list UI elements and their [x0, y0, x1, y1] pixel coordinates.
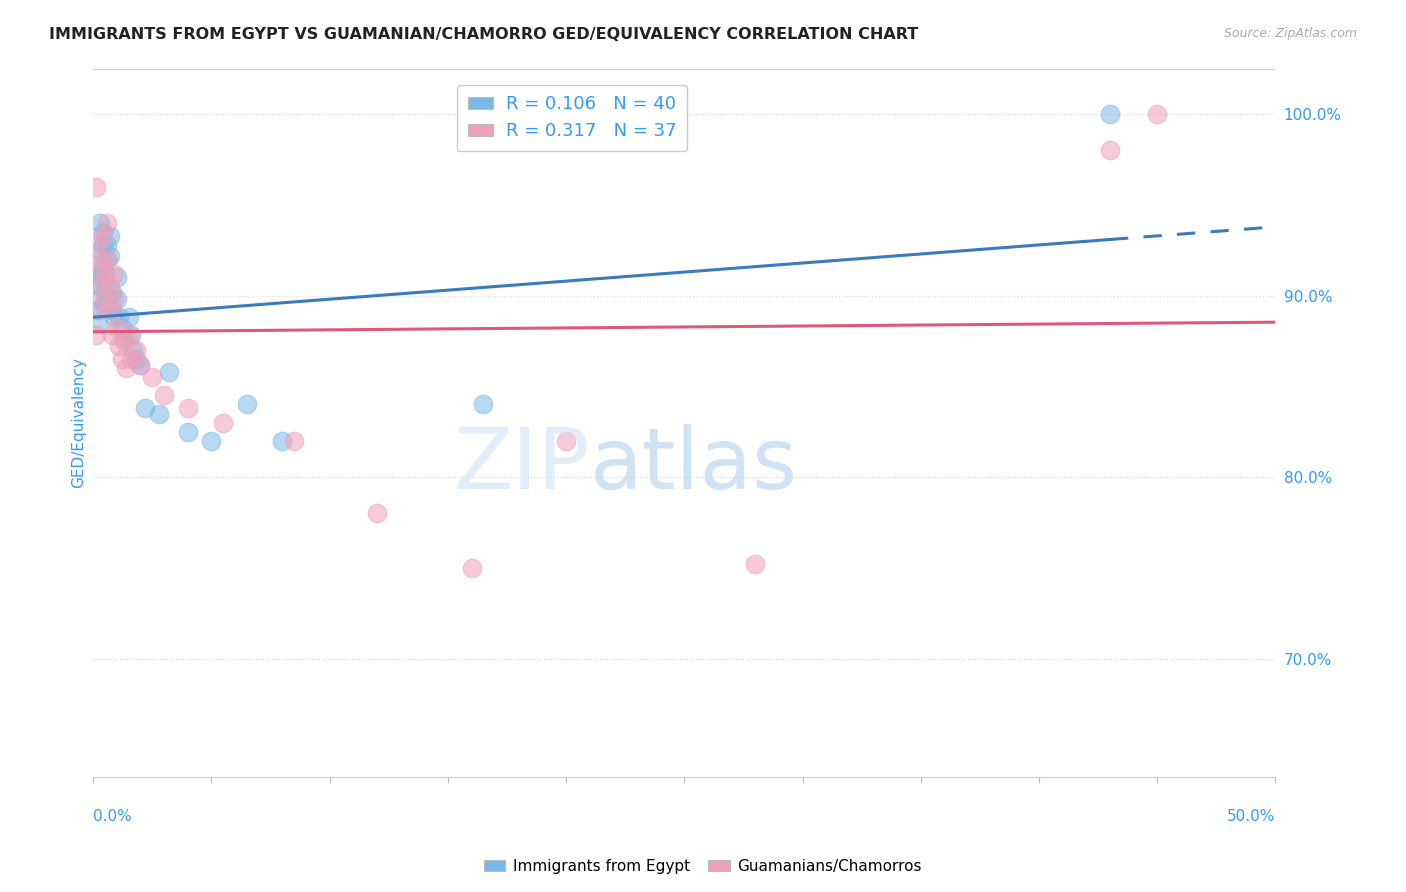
Point [366, 507, 388, 521]
Point [87, 303, 110, 318]
Legend: Immigrants from Egypt, Guamanians/Chamorros: Immigrants from Egypt, Guamanians/Chamor… [478, 853, 928, 880]
Point [108, 339, 131, 353]
Point [89, 270, 111, 285]
Point [122, 343, 145, 357]
Point [120, 328, 142, 343]
Legend: R = 0.106   N = 40, R = 0.317   N = 37: R = 0.106 N = 40, R = 0.317 N = 37 [457, 85, 688, 152]
Point [1098, 107, 1121, 121]
Point [98, 279, 121, 293]
Point [87, 292, 110, 306]
Point [96, 216, 118, 230]
Point [94, 270, 117, 285]
Point [84, 328, 107, 343]
Text: 0.0%: 0.0% [93, 809, 132, 824]
Point [177, 425, 200, 439]
Point [89, 216, 111, 230]
Point [91, 261, 114, 276]
Point [283, 434, 305, 448]
Point [744, 558, 766, 572]
Point [103, 310, 125, 325]
Point [98, 228, 121, 243]
Point [84, 179, 107, 194]
Point [212, 416, 235, 430]
Point [125, 352, 148, 367]
Point [200, 434, 222, 448]
Point [101, 328, 124, 343]
Point [555, 434, 578, 448]
Point [153, 388, 176, 402]
Point [91, 237, 114, 252]
Point [94, 292, 117, 306]
Point [91, 261, 114, 276]
Point [112, 334, 135, 348]
Text: IMMIGRANTS FROM EGYPT VS GUAMANIAN/CHAMORRO GED/EQUIVALENCY CORRELATION CHART: IMMIGRANTS FROM EGYPT VS GUAMANIAN/CHAMO… [49, 27, 918, 42]
Y-axis label: GED/Equivalency: GED/Equivalency [72, 357, 86, 488]
Point [84, 277, 107, 292]
Point [94, 297, 117, 311]
Point [1146, 107, 1168, 121]
Text: Source: ZipAtlas.com: Source: ZipAtlas.com [1223, 27, 1357, 40]
Point [96, 237, 118, 252]
Point [101, 303, 124, 318]
Point [115, 361, 138, 376]
Point [94, 270, 117, 285]
Point [120, 352, 142, 367]
Point [110, 352, 132, 367]
Point [105, 292, 128, 306]
Point [118, 328, 141, 343]
Text: atlas: atlas [589, 424, 797, 507]
Point [89, 243, 111, 257]
Text: ZIP: ZIP [453, 424, 589, 507]
Point [89, 279, 111, 293]
Point [148, 407, 170, 421]
Point [94, 285, 117, 299]
Point [134, 401, 156, 416]
Point [129, 358, 152, 372]
Point [141, 370, 163, 384]
Point [96, 252, 118, 267]
Point [96, 252, 118, 267]
Point [89, 252, 111, 267]
Point [125, 343, 148, 357]
Point [105, 321, 128, 335]
Point [91, 225, 114, 239]
Point [91, 230, 114, 244]
Point [101, 285, 124, 299]
Point [271, 434, 294, 448]
Point [103, 267, 125, 281]
Point [108, 310, 131, 325]
Text: 50.0%: 50.0% [1227, 809, 1275, 824]
Point [236, 397, 259, 411]
Point [87, 303, 110, 318]
Point [103, 292, 125, 306]
Point [1098, 143, 1121, 157]
Point [118, 310, 141, 325]
Point [110, 321, 132, 335]
Point [157, 365, 180, 379]
Point [460, 561, 482, 575]
Point [105, 270, 128, 285]
Point [87, 234, 110, 248]
Point [112, 332, 135, 346]
Point [101, 303, 124, 318]
Point [129, 358, 152, 372]
Point [84, 260, 107, 274]
Point [98, 249, 121, 263]
Point [177, 401, 200, 416]
Point [472, 397, 495, 411]
Point [87, 316, 110, 330]
